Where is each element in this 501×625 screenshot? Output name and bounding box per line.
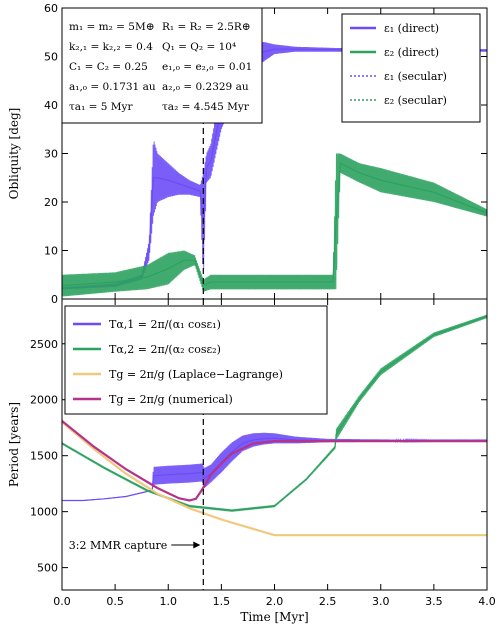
series-1-band (62, 432, 487, 501)
y-tick-label-2: 1000 (30, 506, 58, 519)
parameter-10: τa₂ = 4.545 Myr (162, 101, 250, 113)
x-tick-label-3: 1.0 (160, 595, 178, 608)
legend-top-label-1: ε₁ (direct) (384, 22, 439, 35)
bottom-panel: 500 1000 1500 2000 2500 0.0 0.5 1.0 1.5 2.0 2.5 3.0… (7, 298, 496, 624)
mmr-annotation-arrow-head (193, 541, 201, 549)
x-tick-label-5: 2.0 (266, 595, 284, 608)
parameter-6: e₁,₀ = e₂,₀ = 0.01 (162, 61, 252, 73)
x-tick-label-1: 0.0 (53, 595, 71, 608)
y-tick-label-5: 2500 (30, 338, 58, 351)
legend-bottom-frame (64, 305, 328, 415)
parameter-2: R₁ = R₂ = 2.5R⊕ (162, 21, 251, 33)
legend-bottom-label-1: Tα,1 = 2π/(α₁ cosε₁) (109, 318, 221, 331)
x-axis-label: Time [Myr] (240, 610, 308, 624)
parameter-5: C₁ = C₂ = 0.25 (69, 61, 148, 73)
series-2-line (62, 315, 487, 512)
x-tick-label-8: 3.5 (425, 595, 443, 608)
top-panel: 0 10 20 30 40 50 60 Obliquity [deg] m₁ = m₂ = 5M… (7, 2, 488, 306)
legend-bottom: Tα,1 = 2π/(α₁ cosε₁) Tα,2 = 2π/(α₂ cosε₂)… (64, 305, 328, 415)
parameter-box-frame (61, 7, 263, 124)
legend-top-label-4: ε₂ (secular) (384, 94, 447, 107)
legend-bottom-label-2: Tα,2 = 2π/(α₂ cosε₂) (109, 343, 221, 356)
series-3-line (62, 421, 487, 537)
parameter-3: k₂,₁ = k₂,₂ = 0.4 (69, 41, 153, 53)
y-tick-label-2: 10 (44, 245, 58, 258)
y-tick-label-4: 2000 (30, 394, 58, 407)
x-tick-label-7: 3.0 (372, 595, 390, 608)
legend-top-label-2: ε₂ (direct) (384, 46, 439, 59)
x-tick-label-2: 0.5 (106, 595, 124, 608)
y-axis-label: Period [years] (7, 402, 21, 487)
x-tick-label-4: 1.5 (213, 595, 231, 608)
legend-top-frame (341, 13, 481, 123)
legend-bottom-label-3: Tg = 2π/g (Laplace−Lagrange) (109, 368, 283, 381)
mmr-annotation-text: 3:2 MMR capture (69, 539, 168, 552)
parameter-9: τa₁ = 5 Myr (69, 101, 133, 113)
mmr-annotation: 3:2 MMR capture (69, 539, 201, 552)
y-tick-label-3: 20 (44, 196, 58, 209)
y-tick-label-6: 50 (44, 51, 58, 64)
plot-area (62, 314, 487, 537)
parameter-8: a₂,₀ = 0.2329 au (162, 81, 249, 93)
legend-bottom-label-4: Tg = 2π/g (numerical) (109, 393, 233, 406)
series-1-line (62, 48, 487, 289)
y-axis-label: Obliquity [deg] (7, 108, 21, 200)
series-2-line (62, 162, 487, 287)
parameter-1: m₁ = m₂ = 5M⊕ (69, 21, 155, 33)
series-4-line (62, 420, 487, 502)
legend-top: ε₁ (direct) ε₂ (direct) ε₁ (secular) ε₂ (se… (341, 13, 481, 123)
y-tick-label-1: 0 (51, 293, 58, 306)
parameter-4: Q₁ = Q₂ = 10⁴ (162, 41, 236, 53)
parameter-box: m₁ = m₂ = 5M⊕ R₁ = R₂ = 2.5R⊕ k₂,₁ = k₂,₂ … (61, 7, 263, 124)
series-2-band (62, 314, 487, 512)
y-tick-label-4: 30 (44, 148, 58, 161)
legend-top-label-3: ε₁ (secular) (384, 70, 447, 83)
y-tick-label-1: 500 (37, 562, 58, 575)
series-2-band (62, 153, 487, 297)
parameter-7: a₁,₀ = 0.1731 au (69, 81, 156, 93)
y-tick-label-3: 1500 (30, 450, 58, 463)
y-tick-label-5: 40 (44, 99, 58, 112)
x-tick-label-9: 4.0 (478, 595, 496, 608)
y-tick-label-7: 60 (44, 2, 58, 15)
x-tick-label-6: 2.5 (319, 595, 337, 608)
